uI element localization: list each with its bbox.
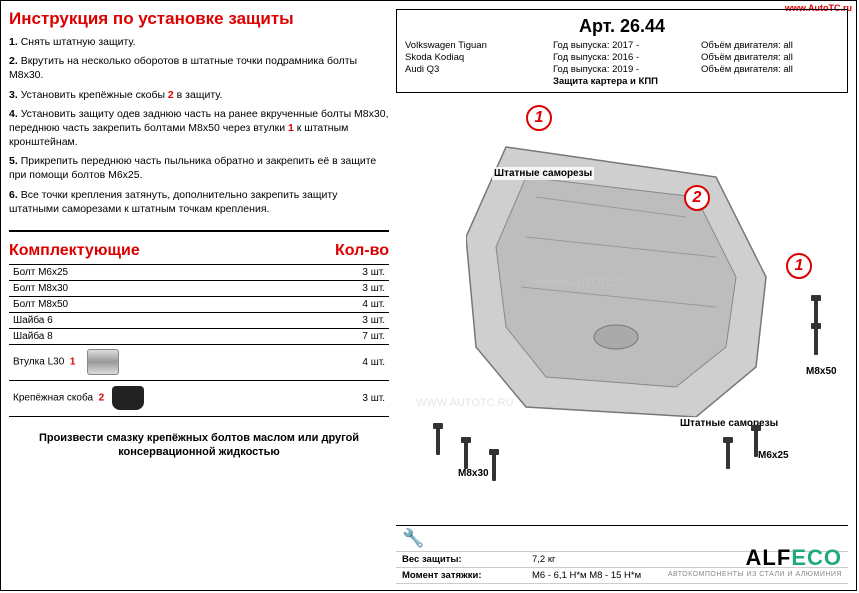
qty-title: Кол-во xyxy=(335,242,389,260)
header-grid: Volkswagen Tiguan Skoda Kodiaq Audi Q3 Г… xyxy=(405,40,839,88)
product-header: Арт. 26.44 Volkswagen Tiguan Skoda Kodia… xyxy=(396,9,848,93)
divider xyxy=(9,230,389,232)
step: 2. Вкрутить на несколько оборотов в штат… xyxy=(9,54,389,82)
bolt-icon xyxy=(492,453,496,481)
page-frame: www.AutoTC.ru Инструкция по установке за… xyxy=(0,0,857,591)
years-col: Год выпуска: 2017 - Год выпуска: 2016 - … xyxy=(553,40,691,88)
right-column: Арт. 26.44 Volkswagen Tiguan Skoda Kodia… xyxy=(396,9,848,584)
bolt-icon xyxy=(814,299,818,327)
step: 4. Установить защиту одев заднюю часть н… xyxy=(9,107,389,150)
table-row: Болт М8х303 шт. xyxy=(9,280,389,296)
bolt-icon xyxy=(754,429,758,457)
step: 5. Прикрепить переднюю часть пыльника об… xyxy=(9,154,389,182)
table-row: Болт М8х504 шт. xyxy=(9,296,389,312)
bolt-icon xyxy=(726,441,730,469)
table-row: Болт М6х253 шт. xyxy=(9,264,389,280)
step: 1. Снять штатную защиту. xyxy=(9,35,389,49)
cars-col: Volkswagen Tiguan Skoda Kodiaq Audi Q3 xyxy=(405,40,543,88)
install-title: Инструкция по установке защиты xyxy=(9,9,389,29)
bushing-icon xyxy=(87,349,119,375)
article-number: Арт. 26.44 xyxy=(405,16,839,37)
table-row: Втулка L30 1 4 шт. xyxy=(9,344,389,380)
wrench-icon: 🔧 xyxy=(402,528,424,548)
left-column: Инструкция по установке защиты 1. Снять … xyxy=(9,9,389,459)
skid-plate-icon xyxy=(466,137,776,427)
callout-2: 2 xyxy=(684,185,710,211)
diagram-label: М8х30 xyxy=(456,467,491,480)
table-row: Шайба 87 шт. xyxy=(9,328,389,344)
step: 6. Все точки крепления затянуть, дополни… xyxy=(9,188,389,216)
diagram-label: М6х25 xyxy=(756,449,791,462)
components-header: Комплектующие Кол-во xyxy=(9,242,389,260)
callout-1: 1 xyxy=(786,253,812,279)
diagram: WWW.AUTOTC.RU WWW.AUTOTC.RU 121 Штатные … xyxy=(396,97,848,497)
install-steps: 1. Снять штатную защиту. 2. Вкрутить на … xyxy=(9,35,389,216)
lubrication-note: Произвести смазку крепёжных болтов масло… xyxy=(9,431,389,460)
bolt-icon xyxy=(464,441,468,469)
bolt-icon xyxy=(814,327,818,355)
bolt-icon xyxy=(436,427,440,455)
callout-1: 1 xyxy=(526,105,552,131)
diagram-label: М8х50 xyxy=(804,365,839,378)
diagram-label: Штатные саморезы xyxy=(678,417,780,430)
engine-col: Объём двигателя: all Объём двигателя: al… xyxy=(701,40,839,88)
table-row: Крепёжная скоба 2 3 шт. xyxy=(9,380,389,416)
diagram-label: Штатные саморезы xyxy=(492,167,594,180)
step: 3. Установить крепёжные скобы 2 в защиту… xyxy=(9,88,389,102)
table-row: Шайба 63 шт. xyxy=(9,312,389,328)
brand-logo: ALFECO АВТОКОМПОНЕНТЫ ИЗ СТАЛИ И АЛЮМИНИ… xyxy=(668,545,842,578)
bracket-icon xyxy=(112,386,144,410)
components-table: Болт М6х253 шт. Болт М8х303 шт. Болт М8х… xyxy=(9,264,389,417)
components-title: Комплектующие xyxy=(9,242,140,260)
